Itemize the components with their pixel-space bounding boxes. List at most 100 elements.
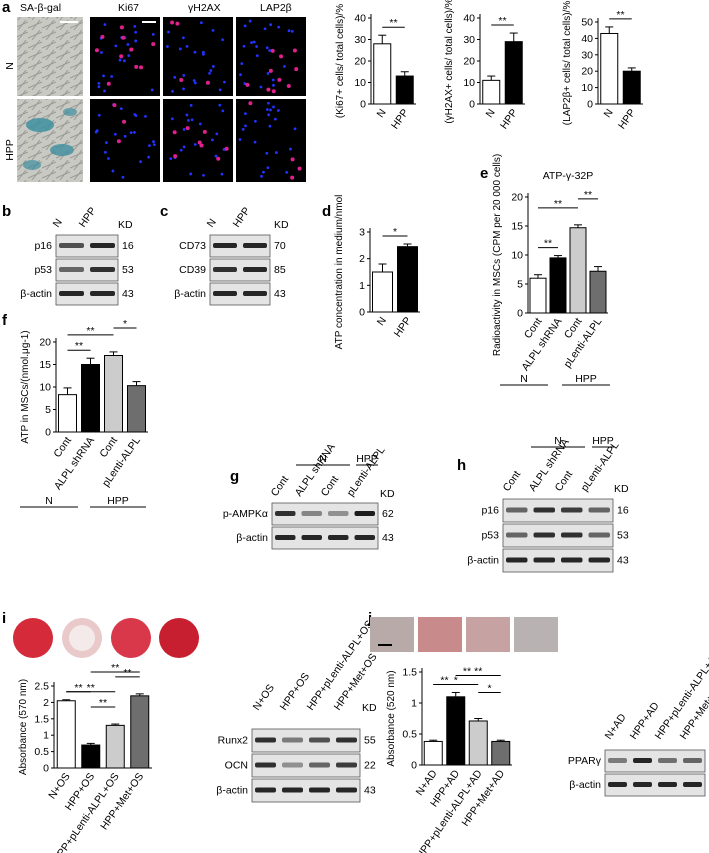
x-tick-label: N xyxy=(375,315,389,328)
protein-band xyxy=(59,267,84,272)
bar xyxy=(104,355,123,433)
nucleus-dot xyxy=(253,119,257,123)
protein-band xyxy=(506,557,528,563)
nucleus-dot xyxy=(274,151,278,154)
positive-dot xyxy=(248,101,253,106)
blot-strip xyxy=(209,282,271,306)
protein-band xyxy=(608,782,627,787)
nucleus-dot xyxy=(148,144,151,148)
nucleus-dot xyxy=(189,103,193,107)
nucleus-dot xyxy=(105,141,108,144)
tile-background xyxy=(236,17,306,96)
nucleus-dot xyxy=(272,83,275,87)
y-tick-label: 30 xyxy=(463,34,475,46)
bar xyxy=(569,227,587,314)
band-name: p16 xyxy=(481,505,499,517)
positive-dot xyxy=(119,25,124,30)
nucleus-dot xyxy=(287,29,291,33)
positive-dot xyxy=(245,82,250,87)
group-label: N xyxy=(45,495,53,507)
band-name: p53 xyxy=(34,264,52,276)
positive-dot xyxy=(134,64,139,69)
nucleus-dot xyxy=(123,59,126,63)
y-tick-label: 30 xyxy=(354,34,366,46)
nucleus-dot xyxy=(179,148,183,152)
positive-dot xyxy=(268,68,273,73)
nucleus-dot xyxy=(119,107,123,111)
band-kd: 85 xyxy=(274,264,286,276)
nucleus-dot xyxy=(94,130,98,134)
positive-dot xyxy=(170,20,175,25)
nucleus-dot xyxy=(193,50,197,54)
nucleus-dot xyxy=(272,105,275,109)
significance-mark: ** xyxy=(440,674,448,686)
protein-band xyxy=(336,787,357,793)
x-tick-label: HPP xyxy=(498,107,520,132)
scale-bar xyxy=(142,21,156,23)
nucleus-dot xyxy=(223,80,226,84)
significance-mark: * xyxy=(393,226,397,238)
protein-band xyxy=(561,532,583,538)
nucleus-dot xyxy=(118,58,122,62)
nucleus-dot xyxy=(221,38,224,42)
nucleus-dot xyxy=(252,40,256,44)
band-kd: 55 xyxy=(364,735,376,747)
chart-a2: 0 10 20 30 40 (γH2AX+ cells/ total cells)/% N H… xyxy=(444,0,525,131)
protein-band xyxy=(282,762,303,768)
panel-label-b: b xyxy=(2,203,11,220)
positive-dot xyxy=(173,154,178,159)
panel-label-g: g xyxy=(230,468,239,485)
nucleus-dot xyxy=(208,71,211,75)
blot-strip xyxy=(209,234,271,258)
fluor-tile xyxy=(236,99,306,182)
panel-label-h: h xyxy=(457,457,466,474)
lane-label: Cont xyxy=(269,474,292,499)
positive-dot xyxy=(277,77,282,82)
band-name: β-actin xyxy=(569,779,601,791)
y-tick-label: 10 xyxy=(581,82,593,94)
nucleus-dot xyxy=(97,113,101,117)
nucleus-dot xyxy=(243,24,247,28)
y-tick-label: 1.5 xyxy=(34,713,49,725)
header-ki67: Ki67 xyxy=(118,2,139,14)
bar xyxy=(589,270,607,314)
panel-label-e: e xyxy=(480,165,488,182)
nucleus-dot xyxy=(133,130,136,134)
positive-dot xyxy=(279,54,284,59)
nucleus-dot xyxy=(182,145,186,149)
protein-band xyxy=(90,291,115,296)
y-tick-label: 20 xyxy=(463,56,475,68)
significance-mark: ** xyxy=(123,667,131,679)
nucleus-dot xyxy=(263,27,267,31)
panel-label-d: d xyxy=(322,203,331,220)
y-tick-label: 40 xyxy=(581,33,593,45)
nucleus-dot xyxy=(218,103,222,107)
tile-background xyxy=(90,17,160,96)
nucleus-dot xyxy=(266,166,270,170)
band-kd: 43 xyxy=(122,288,134,300)
significance-mark: ** xyxy=(463,665,471,677)
y-tick-label: 10 xyxy=(463,77,475,89)
nucleus-dot xyxy=(277,25,281,29)
y-tick-label: 0 xyxy=(469,99,475,111)
nucleus-dot xyxy=(97,81,101,85)
band-kd: 43 xyxy=(382,532,394,544)
protein-band xyxy=(275,535,296,540)
band-name: β-actin xyxy=(216,785,248,797)
bar xyxy=(423,740,443,766)
panel-label-i: i xyxy=(2,610,6,627)
protein-band xyxy=(683,782,702,787)
nucleus-dot xyxy=(244,124,247,128)
protein-band xyxy=(59,291,84,296)
group-label: N xyxy=(554,435,562,447)
nucleus-dot xyxy=(173,75,177,79)
protein-band xyxy=(588,507,610,513)
nucleus-dot xyxy=(104,150,107,154)
y-tick-label: 0 xyxy=(45,427,51,439)
lane-label: HPP xyxy=(77,205,99,230)
protein-band xyxy=(658,758,677,763)
y-axis-label: ATP in MSCs/(nmol.μg-1) xyxy=(20,330,31,443)
protein-band xyxy=(90,243,115,248)
